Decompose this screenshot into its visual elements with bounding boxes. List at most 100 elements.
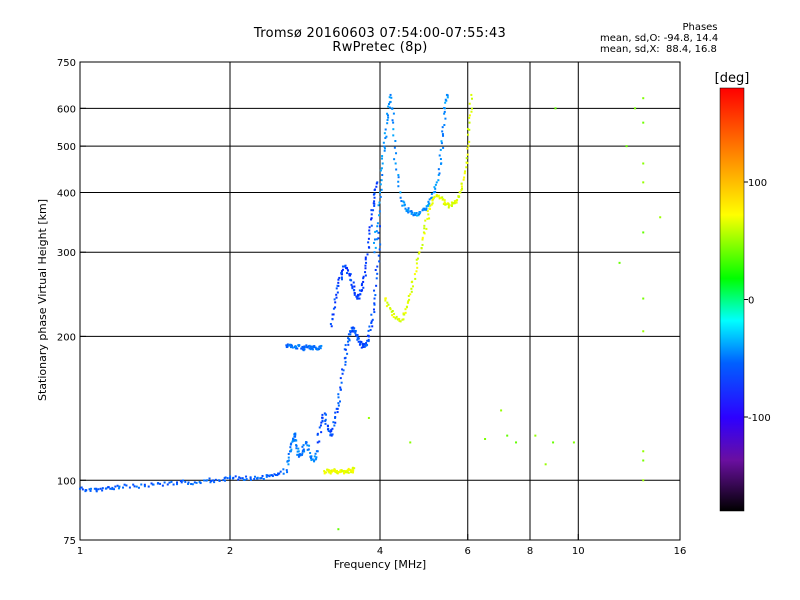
data-point (276, 474, 279, 477)
data-point (352, 329, 355, 332)
data-point (434, 190, 437, 193)
data-point (278, 472, 281, 475)
data-point (187, 481, 190, 484)
data-point (337, 278, 340, 281)
data-point (300, 347, 303, 350)
data-point (366, 343, 369, 346)
data-point (376, 272, 379, 275)
data-point (484, 437, 487, 440)
x-tick-label: 4 (377, 546, 383, 557)
data-point (335, 296, 338, 299)
data-point (455, 201, 458, 204)
data-point (290, 448, 293, 451)
data-point (170, 480, 173, 483)
data-point (357, 293, 360, 296)
data-point (373, 251, 376, 254)
data-point (101, 489, 104, 492)
data-point (331, 469, 334, 472)
data-point (414, 213, 417, 216)
data-point (391, 310, 394, 313)
data-point (346, 340, 349, 343)
data-point (352, 281, 355, 284)
phase-o-mode: mean, sd,O: -94.8, 14.4 (600, 33, 719, 44)
data-point (417, 252, 420, 255)
data-point (447, 206, 450, 209)
data-point (373, 204, 376, 207)
data-point (282, 472, 285, 475)
y-tick-label: 500 (57, 142, 76, 153)
data-point (334, 411, 337, 414)
data-point (368, 325, 371, 328)
data-point (347, 467, 350, 470)
data-point (376, 181, 379, 184)
data-point (234, 475, 237, 478)
data-point (361, 282, 364, 285)
data-point (337, 402, 340, 405)
data-point (332, 421, 335, 424)
data-point (363, 343, 366, 346)
data-point (338, 276, 341, 279)
data-point (298, 454, 301, 457)
data-point (393, 312, 396, 315)
data-point (423, 224, 426, 227)
data-point (384, 297, 387, 300)
data-point (428, 207, 431, 210)
data-point (389, 308, 392, 311)
data-point (468, 116, 471, 119)
data-point (374, 246, 377, 249)
data-point (303, 348, 306, 351)
data-point (305, 441, 308, 444)
data-point (265, 474, 268, 477)
y-tick-label: 750 (57, 58, 76, 69)
data-point (466, 147, 469, 150)
data-point (444, 101, 447, 104)
data-point (441, 130, 444, 133)
data-point (343, 348, 346, 351)
data-point (313, 459, 316, 462)
data-point (554, 107, 557, 110)
data-point (163, 481, 166, 484)
data-point (122, 486, 125, 489)
data-point (324, 419, 327, 422)
data-point (439, 196, 442, 199)
y-tick-label: 400 (57, 188, 76, 199)
data-point (448, 204, 451, 207)
data-point (147, 485, 150, 488)
data-point (296, 347, 299, 350)
data-point (168, 481, 171, 484)
data-point (445, 99, 448, 102)
data-point (397, 185, 400, 188)
data-point (347, 343, 350, 346)
data-point (331, 433, 334, 436)
data-point (338, 471, 341, 474)
data-point (368, 226, 371, 229)
data-point (366, 334, 369, 337)
data-point (293, 439, 296, 442)
data-point (89, 489, 92, 492)
data-point (137, 486, 140, 489)
data-point (80, 486, 83, 489)
data-point (397, 174, 400, 177)
data-point (316, 441, 319, 444)
data-point (259, 477, 262, 480)
data-point (403, 313, 406, 316)
data-point (417, 214, 420, 217)
data-point (360, 340, 363, 343)
data-point (352, 289, 355, 292)
data-point (208, 477, 211, 480)
data-point (341, 368, 344, 371)
data-point (373, 303, 376, 306)
data-point (286, 471, 289, 474)
data-point (428, 198, 431, 201)
data-point (357, 340, 360, 343)
data-point (184, 480, 187, 483)
data-point (341, 265, 344, 268)
data-point (386, 114, 389, 117)
data-point (337, 404, 340, 407)
data-point (387, 303, 390, 306)
data-point (405, 209, 408, 212)
data-point (625, 145, 628, 148)
data-point (143, 483, 146, 486)
data-point (359, 340, 362, 343)
